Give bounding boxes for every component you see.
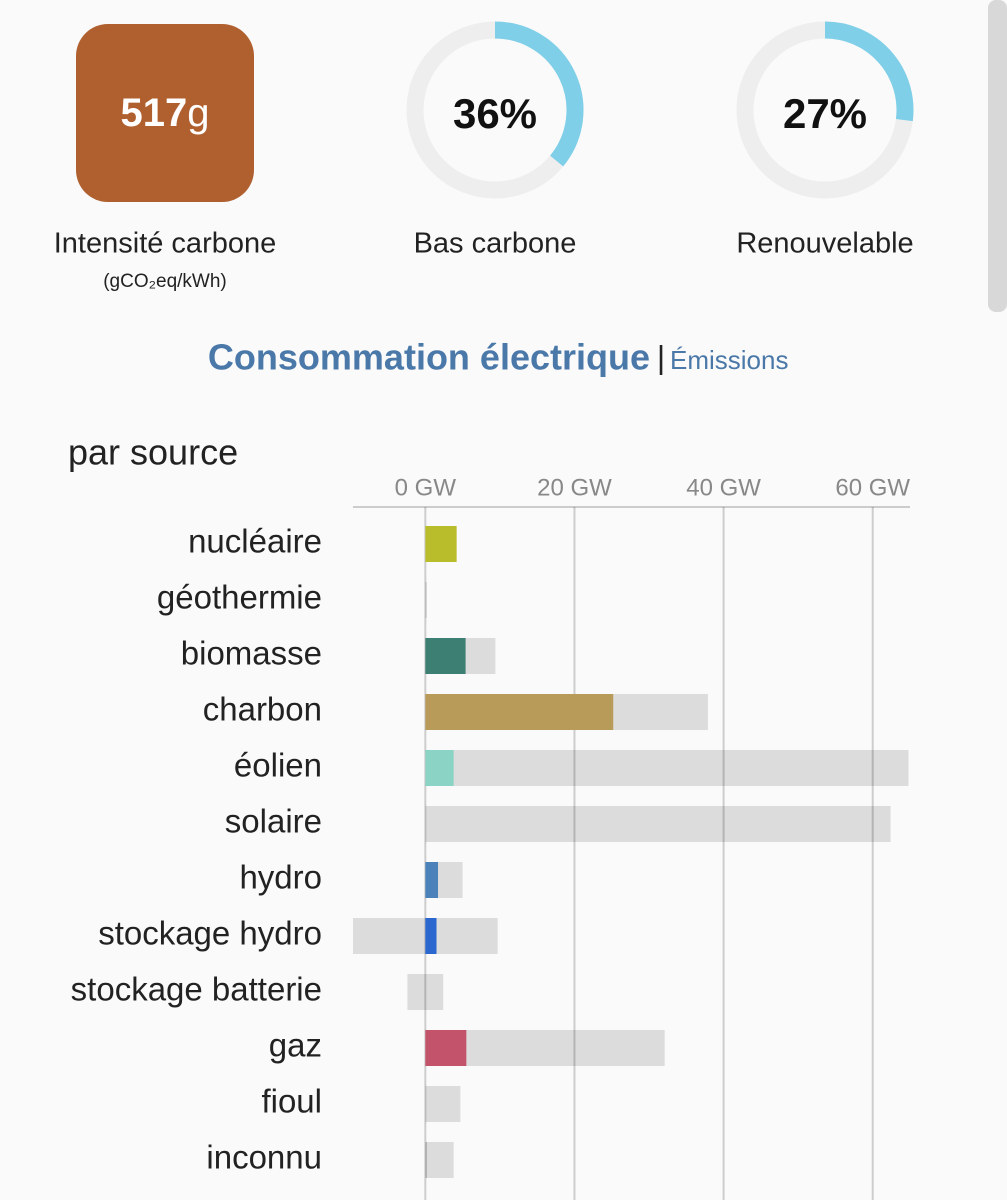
gauge-arc	[494, 21, 584, 167]
gauge-label: Bas carbone	[414, 228, 577, 260]
carbon-intensity-unit: (gCO₂eq/kWh)	[103, 271, 227, 292]
category-label: biomasse	[181, 635, 322, 672]
gauge-arc	[824, 21, 914, 122]
carbon-intensity-box	[76, 24, 254, 202]
production-bar	[425, 750, 454, 786]
production-bar	[425, 638, 466, 674]
unit: g	[187, 91, 209, 135]
x-tick-label: 60 GW	[835, 474, 910, 501]
gauge-value: 27%	[783, 90, 867, 137]
x-tick-label: 40 GW	[686, 474, 761, 501]
tab-consumption[interactable]: Consommation électrique	[208, 337, 650, 378]
category-label: nucléaire	[188, 523, 322, 560]
value: 517	[121, 91, 188, 135]
carbon-intensity-label: Intensité carbone	[54, 228, 276, 260]
capacity-bar	[425, 806, 891, 842]
production-bar	[425, 918, 437, 954]
capacity-bar	[407, 974, 444, 1010]
production-bar	[425, 1142, 427, 1178]
tab-separator: |	[657, 339, 665, 375]
tab-emissions[interactable]: Émissions	[670, 345, 788, 375]
category-label: charbon	[203, 691, 322, 728]
capacity-bar	[425, 750, 909, 786]
category-label: fioul	[261, 1083, 322, 1120]
category-label: solaire	[225, 803, 322, 840]
capacity-bar	[425, 1086, 461, 1122]
category-label: éolien	[234, 747, 322, 784]
capacity-bar	[425, 1142, 454, 1178]
category-label: inconnu	[206, 1139, 322, 1176]
chart-title: par source	[68, 432, 238, 473]
production-bar	[425, 862, 439, 898]
gauge-label: Renouvelable	[736, 228, 913, 260]
category-label: géothermie	[157, 579, 322, 616]
category-label: stockage hydro	[98, 915, 322, 952]
category-label: hydro	[239, 859, 322, 896]
capacity-bar	[425, 582, 427, 618]
category-label: gaz	[269, 1027, 322, 1064]
scrollbar[interactable]	[988, 0, 1007, 312]
production-bar	[425, 1030, 467, 1066]
x-tick-label: 20 GW	[537, 474, 612, 501]
production-bar	[425, 694, 614, 730]
production-bar	[425, 526, 457, 562]
carbon-intensity-value: 517g	[121, 91, 210, 135]
gauge-value: 36%	[453, 90, 537, 137]
x-tick-label: 0 GW	[395, 474, 457, 501]
category-label: stockage batterie	[71, 971, 322, 1008]
